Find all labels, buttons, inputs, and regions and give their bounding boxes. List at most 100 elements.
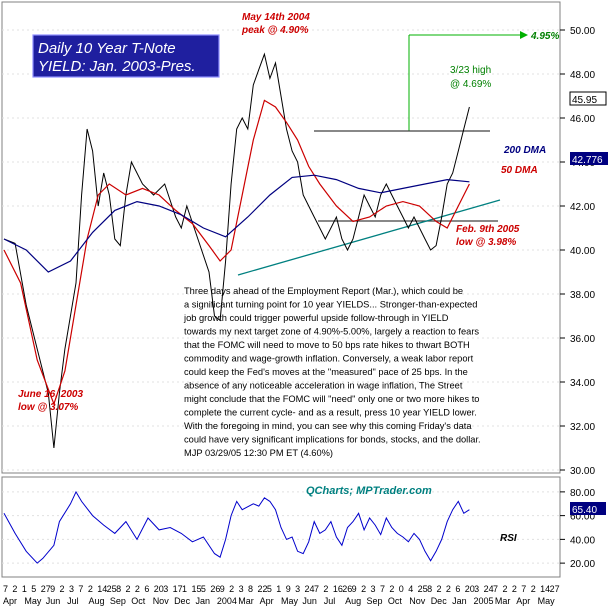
y-tick-label: 48.00	[570, 70, 595, 81]
x-tick-label: 0	[399, 584, 404, 594]
commentary-line: could keep the Fed's moves at the "measu…	[184, 367, 468, 377]
x-month-label: Sep	[110, 596, 126, 606]
rsi-grid	[2, 491, 560, 564]
rsi-value-tag: 65.40	[570, 502, 606, 516]
commentary-line: job growth could trigger powerful upside…	[183, 313, 449, 323]
price-tag-200dma-text: 42.776	[572, 155, 603, 166]
x-tick-label: 9	[220, 584, 225, 594]
rsi-label: RSI	[500, 533, 517, 544]
x-month-label: 2004	[217, 596, 237, 606]
x-month-label: Apr	[516, 596, 530, 606]
x-tick-label: 4	[408, 584, 413, 594]
x-month-label: Dec	[431, 596, 448, 606]
x-tick-label: 1	[182, 584, 187, 594]
annotation-march-high: 3/23 high @ 4.69%	[450, 65, 491, 90]
target-arrow-icon	[520, 31, 528, 39]
annotation-june-low-line1: June 16, 2003	[18, 389, 83, 400]
x-month-label: Dec	[174, 596, 191, 606]
commentary-line: a significant turning point for 10 year …	[184, 300, 477, 310]
annotation-march-high-line1: 3/23 high	[450, 65, 491, 76]
x-month-label: Oct	[131, 596, 146, 606]
commentary-line: MJP 03/29/05 12:30 PM ET (4.60%)	[184, 448, 333, 458]
x-tick-label: 6	[455, 584, 460, 594]
x-month-label: Jan	[452, 596, 467, 606]
commentary-line: With the foregoing in mind, you can see …	[184, 421, 472, 431]
commentary-line: could have very significant implications…	[184, 435, 481, 445]
x-tick-label: 1	[22, 584, 27, 594]
commentary-line: commodity and wage-growth inflation. Con…	[184, 354, 474, 364]
commentary-line: Three days ahead of the Employment Repor…	[184, 286, 463, 296]
x-tick-label: 7	[314, 584, 319, 594]
price-tag-last: 45.95	[569, 91, 607, 106]
annotation-target: 4.95%	[530, 31, 559, 42]
chart-title-line1: Daily 10 Year T-Note	[38, 40, 176, 57]
price-tag-200dma-bg	[570, 152, 608, 165]
x-tick-label: 3	[474, 584, 479, 594]
x-month-label: Sep	[367, 596, 383, 606]
watermark: QCharts; MPTrader.com	[306, 485, 432, 497]
rsi-series	[3, 490, 470, 564]
x-month-label: Jul	[67, 596, 79, 606]
x-tick-label: 2	[126, 584, 131, 594]
x-tick-label: 8	[248, 584, 253, 594]
x-tick-label: 7	[380, 584, 385, 594]
rsi-y-tick-label: 80.00	[570, 488, 595, 499]
x-month-label: May	[281, 596, 299, 606]
target-projection	[408, 31, 528, 131]
annotation-peak: May 14th 2004 peak @ 4.90%	[241, 12, 310, 36]
x-month-label: May	[538, 596, 556, 606]
x-month-label: Jun	[46, 596, 61, 606]
x-tick-label: 2	[512, 584, 517, 594]
annotation-feb-low: Feb. 9th 2005 low @ 3.98%	[456, 224, 520, 248]
x-tick-label: 7	[493, 584, 498, 594]
x-month-label: Nov	[153, 596, 170, 606]
x-month-label: Oct	[388, 596, 403, 606]
rsi-value-tag-text: 65.40	[572, 505, 597, 516]
x-tick-label: 9	[286, 584, 291, 594]
x-tick-label: 8	[116, 584, 121, 594]
x-tick-label: 3	[69, 584, 74, 594]
x-month-label: Aug	[345, 596, 361, 606]
x-axis: 7 2 1 5 27 9 2 3 7 2 14 25 8 2 2 6 20 3 17 1 15 5 26 9 2 3 8 22 5 1 9 3…	[3, 584, 560, 606]
annotation-feb-low-line1: Feb. 9th 2005	[456, 224, 520, 235]
y-tick-label: 46.00	[570, 114, 595, 125]
x-tick-label: 5	[267, 584, 272, 594]
x-month-label: Jan	[195, 596, 210, 606]
x-month-label: 2005	[473, 596, 493, 606]
uptrend-line	[237, 199, 501, 276]
x-tick-label: 27	[550, 584, 560, 594]
main-series	[3, 52, 470, 449]
x-tick-label: 15	[191, 584, 201, 594]
y-tick-label: 38.00	[570, 290, 595, 301]
x-tick-label: 16	[333, 584, 343, 594]
title-box: Daily 10 Year T-Note YIELD: Jan. 2003-Pr…	[32, 34, 220, 78]
chart-title-line2: YIELD: Jan. 2003-Pres.	[38, 58, 196, 75]
x-tick-label: 6	[144, 584, 149, 594]
x-tick-label: 8	[427, 584, 432, 594]
x-month-label: Mar	[238, 596, 254, 606]
y-tick-label: 36.00	[570, 334, 595, 345]
y-tick-label: 32.00	[570, 422, 595, 433]
annotation-june-low-line2: low @ 3.07%	[18, 402, 78, 413]
rsi-y-tick-label: 20.00	[570, 559, 595, 570]
rsi-value-tag-bg	[570, 502, 606, 515]
x-tick-label: 3	[295, 584, 300, 594]
y-tick-label: 34.00	[570, 378, 595, 389]
x-tick-label: 22	[257, 584, 267, 594]
x-month-label: Jul	[324, 596, 336, 606]
x-month-label: Mar	[495, 596, 511, 606]
x-month-label: Aug	[89, 596, 105, 606]
x-tick-label: 27	[41, 584, 51, 594]
x-tick-label: 17	[173, 584, 183, 594]
x-tick-label: 2	[436, 584, 441, 594]
x-tick-label: 24	[484, 584, 494, 594]
x-tick-label: 14	[97, 584, 107, 594]
annotation-june-low: June 16, 2003 low @ 3.07%	[18, 389, 83, 413]
y-tick-label: 40.00	[570, 246, 595, 257]
rsi-y-tick-label: 40.00	[570, 535, 595, 546]
x-tick-label: 24	[305, 584, 315, 594]
x-tick-label: 2	[531, 584, 536, 594]
x-tick-label: 5	[31, 584, 36, 594]
x-tick-label: 2	[229, 584, 234, 594]
series-50-dma	[3, 99, 470, 406]
